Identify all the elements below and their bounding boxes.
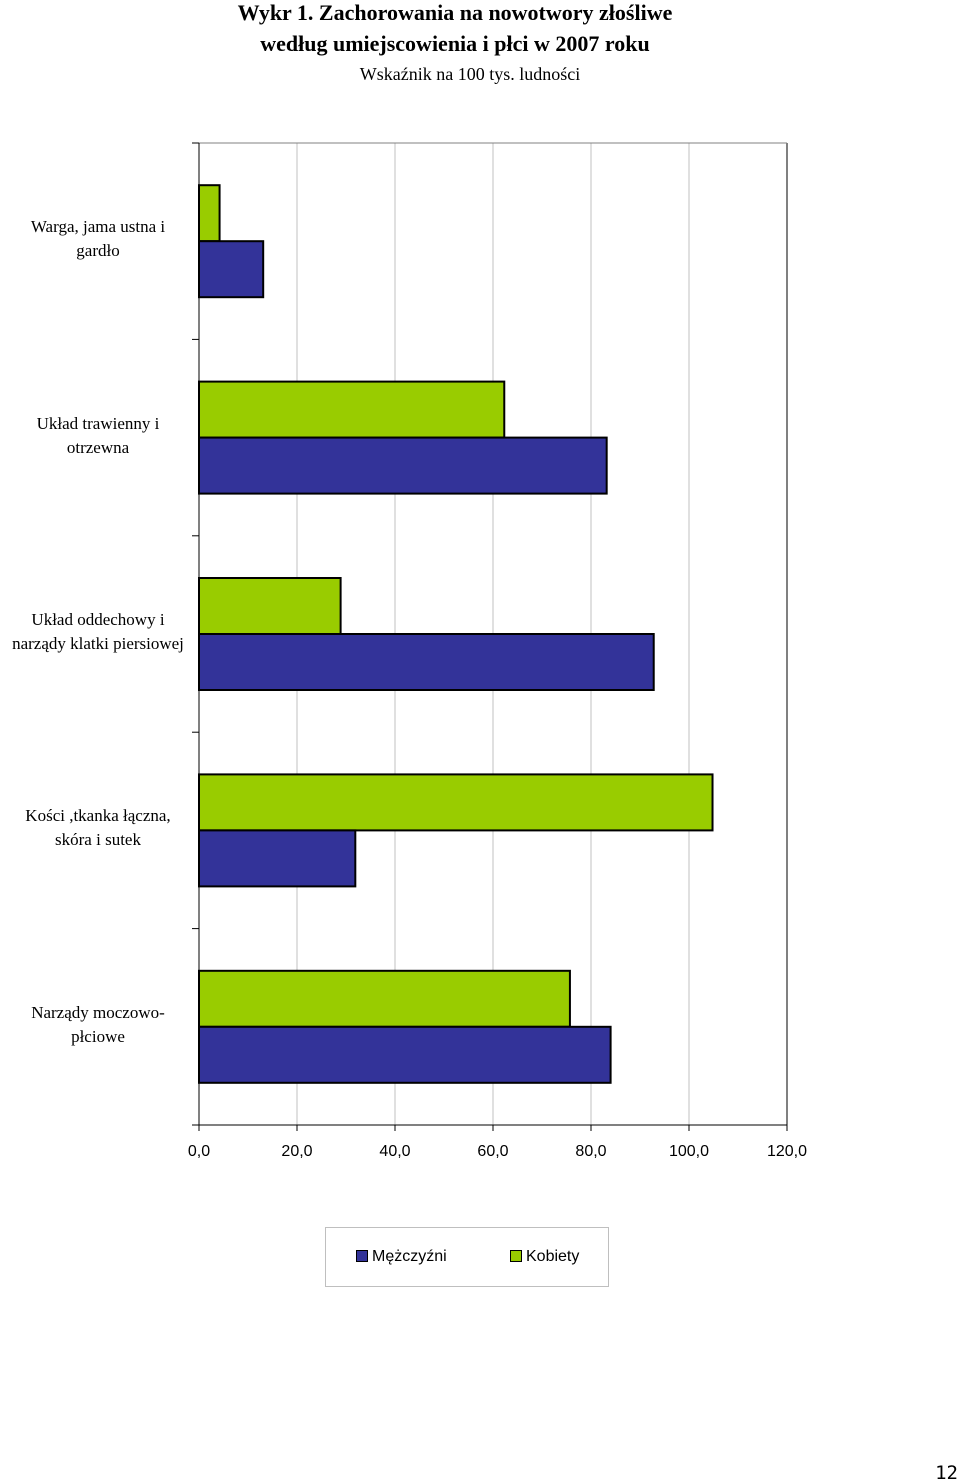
category-label-line: gardło [76, 241, 120, 261]
category-label-line: Warga, jama ustna i [30, 217, 166, 237]
bar-kobiety-1 [198, 184, 221, 243]
x-tick-label-60: 60,0 [477, 1143, 508, 1160]
legend-swatch-men [356, 1250, 368, 1262]
chart-title-line-2: według umiejscowienia i płci w 2007 roku [260, 31, 650, 56]
legend-label-men: Mężczyźni [372, 1248, 447, 1265]
category-label-line: narządy klatki piersiowej [12, 634, 184, 653]
bar-mezczyzni-2 [198, 436, 608, 495]
bar-mezczyzni-5 [198, 1025, 612, 1084]
bar-kobiety-2 [198, 380, 506, 439]
page-number: 12 [935, 1462, 958, 1484]
category-label-1: Warga, jama ustna i gardło [0, 215, 198, 263]
bar-kobiety-4 [198, 773, 714, 832]
category-label-2: Układ trawienny i otrzewna [0, 412, 198, 460]
x-tick-label-20: 20,0 [281, 1143, 312, 1160]
category-label-line: otrzewna [66, 437, 130, 457]
category-label-line: Układ oddechowy i [31, 610, 165, 629]
legend: Mężczyźni Kobiety [325, 1227, 609, 1287]
category-label-line: Układ trawienny i [36, 413, 160, 433]
bar-chart: 0,0 20,0 40,0 60,0 80,0 100,0 120,0 [188, 142, 807, 1160]
bar-mezczyzni-1 [198, 240, 265, 299]
category-label-4: Kości ,tkanka łączna, skóra i sutek [0, 804, 198, 852]
legend-item-women: Kobiety [510, 1248, 579, 1266]
x-tick-label-40: 40,0 [379, 1143, 410, 1160]
category-label-line: Kości ,tkanka łączna, [25, 806, 171, 826]
x-tick-label-0: 0,0 [188, 1143, 210, 1160]
category-label-line: skóra i sutek [55, 830, 141, 850]
x-tick-label-120: 120,0 [767, 1143, 807, 1160]
bar-mezczyzni-4 [198, 829, 357, 888]
x-tick-label-80: 80,0 [575, 1143, 606, 1160]
category-label-5: Narządy moczowo-płciowe [0, 1001, 198, 1049]
bar-mezczyzni-3 [198, 633, 655, 691]
chart-title-line-1: Wykr 1. Zachorowania na nowotwory złośli… [237, 0, 673, 25]
bar-kobiety-3 [198, 577, 342, 635]
legend-item-men: Mężczyźni [356, 1248, 447, 1266]
legend-swatch-women [510, 1250, 522, 1262]
category-label-3: Układ oddechowy i narządy klatki piersiow… [0, 608, 198, 656]
x-tick-label-100: 100,0 [669, 1143, 709, 1160]
category-label-line: płciowe [71, 1026, 125, 1046]
legend-label-women: Kobiety [526, 1248, 580, 1265]
category-label-line: Narządy moczowo- [31, 1002, 165, 1022]
bar-kobiety-5 [198, 969, 571, 1028]
chart-subtitle: Wskaźnik na 100 tys. ludności [359, 64, 581, 84]
